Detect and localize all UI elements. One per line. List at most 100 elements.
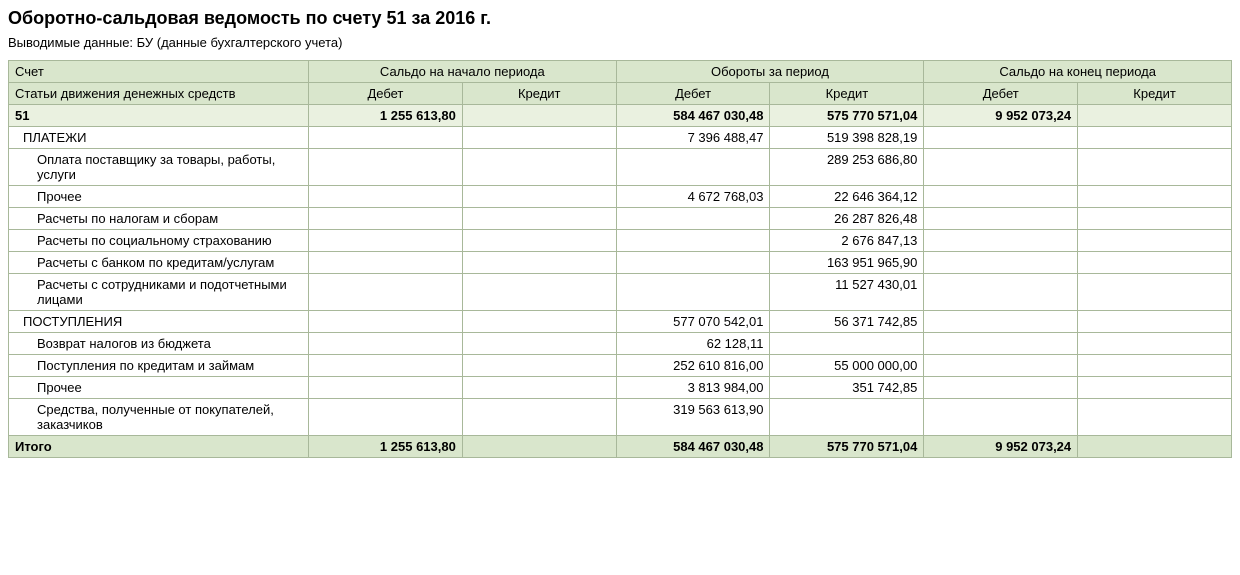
row-start-debit bbox=[309, 399, 463, 436]
header-end-debit: Дебет bbox=[924, 83, 1078, 105]
row-end-debit bbox=[924, 311, 1078, 333]
row-turn-debit: 252 610 816,00 bbox=[616, 355, 770, 377]
row-start-debit bbox=[309, 311, 463, 333]
row-label: Поступления по кредитам и займам bbox=[9, 355, 309, 377]
table-row: Поступления по кредитам и займам 252 610 … bbox=[9, 355, 1232, 377]
row-start-credit bbox=[462, 230, 616, 252]
row-end-credit bbox=[1078, 127, 1232, 149]
total-label: Итого bbox=[9, 436, 309, 458]
account-row: 51 1 255 613,80 584 467 030,48 575 770 5… bbox=[9, 105, 1232, 127]
row-start-debit bbox=[309, 149, 463, 186]
table-row: Оплата поставщику за товары, работы, усл… bbox=[9, 149, 1232, 186]
row-start-credit bbox=[462, 127, 616, 149]
table-row: Расчеты по социальному страхованию 2 676 … bbox=[9, 230, 1232, 252]
row-turn-debit: 3 813 984,00 bbox=[616, 377, 770, 399]
row-start-debit bbox=[309, 355, 463, 377]
table-row: Прочее4 672 768,0322 646 364,12 bbox=[9, 186, 1232, 208]
row-start-credit bbox=[462, 399, 616, 436]
row-end-credit bbox=[1078, 230, 1232, 252]
row-end-debit bbox=[924, 355, 1078, 377]
row-start-credit bbox=[462, 274, 616, 311]
table-row: ПЛАТЕЖИ7 396 488,47519 398 828,19 bbox=[9, 127, 1232, 149]
total-start-credit bbox=[462, 436, 616, 458]
row-turn-credit: 163 951 965,90 bbox=[770, 252, 924, 274]
header-end-balance: Сальдо на конец периода bbox=[924, 61, 1232, 83]
header-end-credit: Кредит bbox=[1078, 83, 1232, 105]
row-start-debit bbox=[309, 230, 463, 252]
row-turn-debit: 7 396 488,47 bbox=[616, 127, 770, 149]
row-end-debit bbox=[924, 186, 1078, 208]
row-end-credit bbox=[1078, 252, 1232, 274]
report-subtitle: Выводимые данные: БУ (данные бухгалтерск… bbox=[8, 35, 1232, 50]
total-row: Итого1 255 613,80 584 467 030,48575 770 5… bbox=[9, 436, 1232, 458]
row-turn-credit bbox=[770, 333, 924, 355]
header-start-credit: Кредит bbox=[462, 83, 616, 105]
header-account: Счет bbox=[9, 61, 309, 83]
row-label: Расчеты по налогам и сборам bbox=[9, 208, 309, 230]
table-row: Средства, полученные от покупателей, зак… bbox=[9, 399, 1232, 436]
account-start-credit bbox=[462, 105, 616, 127]
row-end-credit bbox=[1078, 149, 1232, 186]
row-turn-credit: 26 287 826,48 bbox=[770, 208, 924, 230]
row-label: Оплата поставщику за товары, работы, усл… bbox=[9, 149, 309, 186]
row-end-credit bbox=[1078, 311, 1232, 333]
row-end-debit bbox=[924, 149, 1078, 186]
row-end-credit bbox=[1078, 333, 1232, 355]
total-start-debit: 1 255 613,80 bbox=[309, 436, 463, 458]
row-label: Возврат налогов из бюджета bbox=[9, 333, 309, 355]
row-label: Расчеты с сотрудниками и подотчетными ли… bbox=[9, 274, 309, 311]
header-turn-credit: Кредит bbox=[770, 83, 924, 105]
row-turn-debit bbox=[616, 252, 770, 274]
row-end-debit bbox=[924, 399, 1078, 436]
row-start-credit bbox=[462, 333, 616, 355]
table-row: Расчеты с сотрудниками и подотчетными ли… bbox=[9, 274, 1232, 311]
row-turn-debit bbox=[616, 274, 770, 311]
row-start-debit bbox=[309, 127, 463, 149]
row-end-debit bbox=[924, 252, 1078, 274]
total-end-credit bbox=[1078, 436, 1232, 458]
row-turn-credit: 55 000 000,00 bbox=[770, 355, 924, 377]
row-label: Расчеты по социальному страхованию bbox=[9, 230, 309, 252]
row-turn-debit: 577 070 542,01 bbox=[616, 311, 770, 333]
header-turn-debit: Дебет bbox=[616, 83, 770, 105]
row-start-credit bbox=[462, 355, 616, 377]
account-end-debit: 9 952 073,24 bbox=[924, 105, 1078, 127]
header-start-debit: Дебет bbox=[309, 83, 463, 105]
header-turnover: Обороты за период bbox=[616, 61, 924, 83]
table-row: Прочее 3 813 984,00351 742,85 bbox=[9, 377, 1232, 399]
row-turn-credit: 22 646 364,12 bbox=[770, 186, 924, 208]
account-label: 51 bbox=[9, 105, 309, 127]
row-label: Средства, полученные от покупателей, зак… bbox=[9, 399, 309, 436]
row-end-debit bbox=[924, 333, 1078, 355]
row-turn-credit: 351 742,85 bbox=[770, 377, 924, 399]
total-turn-debit: 584 467 030,48 bbox=[616, 436, 770, 458]
row-start-debit bbox=[309, 186, 463, 208]
row-label: ПЛАТЕЖИ bbox=[9, 127, 309, 149]
row-turn-credit: 2 676 847,13 bbox=[770, 230, 924, 252]
row-end-debit bbox=[924, 274, 1078, 311]
total-end-debit: 9 952 073,24 bbox=[924, 436, 1078, 458]
row-end-credit bbox=[1078, 274, 1232, 311]
row-end-credit bbox=[1078, 208, 1232, 230]
row-start-credit bbox=[462, 208, 616, 230]
account-turn-credit: 575 770 571,04 bbox=[770, 105, 924, 127]
row-label: ПОСТУПЛЕНИЯ bbox=[9, 311, 309, 333]
balance-table: Счет Сальдо на начало периода Обороты за… bbox=[8, 60, 1232, 458]
row-end-credit bbox=[1078, 355, 1232, 377]
row-turn-debit bbox=[616, 208, 770, 230]
total-turn-credit: 575 770 571,04 bbox=[770, 436, 924, 458]
row-start-credit bbox=[462, 186, 616, 208]
account-start-debit: 1 255 613,80 bbox=[309, 105, 463, 127]
row-end-credit bbox=[1078, 186, 1232, 208]
account-end-credit bbox=[1078, 105, 1232, 127]
row-end-credit bbox=[1078, 399, 1232, 436]
row-start-credit bbox=[462, 377, 616, 399]
row-turn-debit: 62 128,11 bbox=[616, 333, 770, 355]
report-title: Оборотно-сальдовая ведомость по счету 51… bbox=[8, 8, 1232, 29]
row-end-debit bbox=[924, 127, 1078, 149]
table-row: Расчеты по налогам и сборам 26 287 826,48 bbox=[9, 208, 1232, 230]
row-label: Прочее bbox=[9, 377, 309, 399]
row-start-debit bbox=[309, 208, 463, 230]
row-turn-credit: 56 371 742,85 bbox=[770, 311, 924, 333]
header-row-2: Статьи движения денежных средств Дебет К… bbox=[9, 83, 1232, 105]
